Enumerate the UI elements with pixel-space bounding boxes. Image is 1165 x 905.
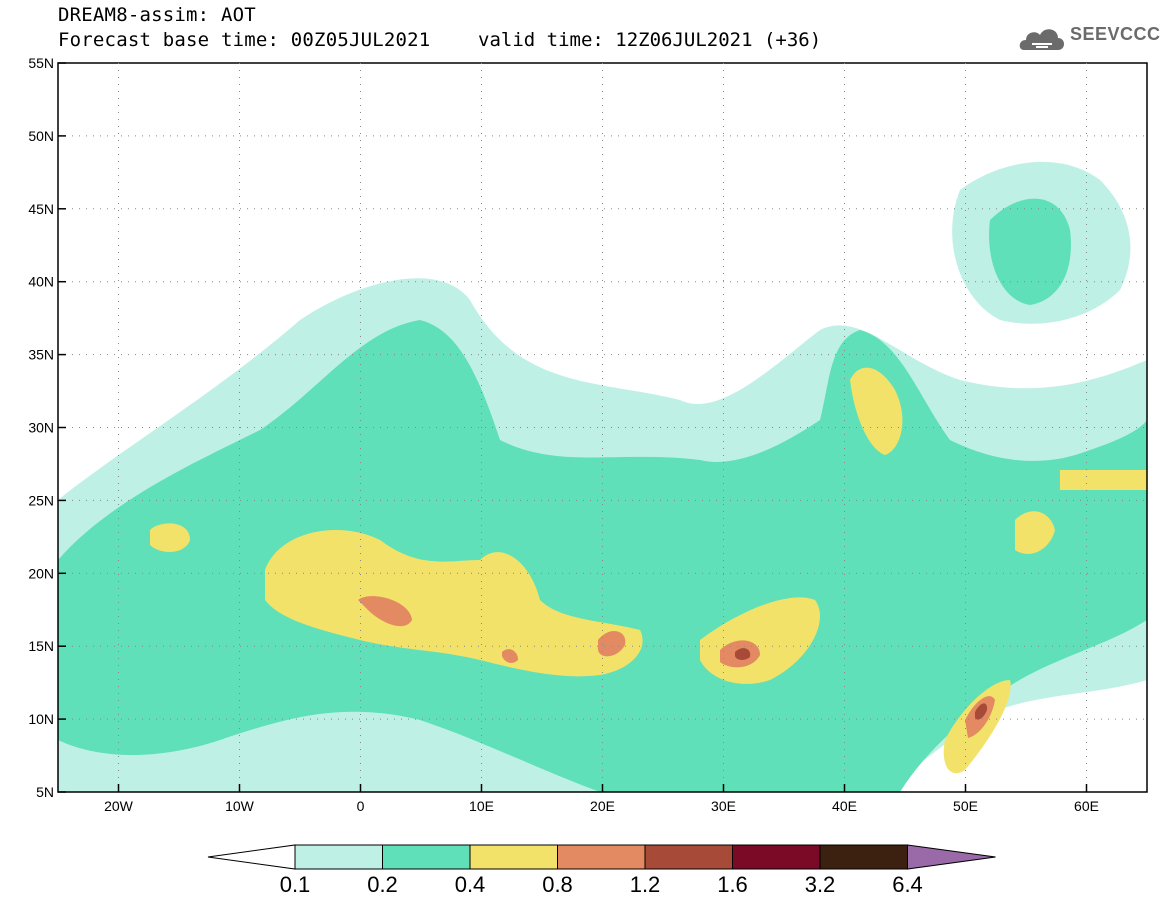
aot-field [58,161,1147,792]
colorbar-label: 6.4 [892,872,923,897]
lon-axis: 20W 10W 0 10E 20E 30E 40E 50E 60E [104,784,1099,814]
lat-tick-label: 15N [28,638,54,654]
colorbar-segment [819,844,908,870]
colorbar-label: 1.2 [629,872,661,897]
aot-band-0.8 [358,596,412,627]
colorbar-segment [644,844,733,870]
lat-axis: 5N 10N 15N 20N 25N 30N 35N 40N 45N 50N 55N [28,55,66,800]
lat-tick-label: 55N [28,55,54,71]
valid-time: valid time: 12Z06JUL2021 (+36) [478,29,822,51]
seevccc-logo: SEEVCCC [1070,24,1161,44]
lon-tick-label: 0 [357,798,365,814]
lon-tick-label: 10E [469,798,494,814]
lat-tick-label: 25N [28,492,54,508]
colorbar-segment [469,844,558,870]
lon-tick-label: 10W [225,798,255,814]
colorbar-label: 0.4 [454,872,486,897]
colorbar-segment [294,844,383,870]
colorbar-label: 0.8 [542,872,573,897]
colorbar-label: 3.2 [804,872,836,897]
lon-tick-label: 40E [832,798,857,814]
colorbar-segment [557,844,646,870]
colorbar-arrow-low [207,844,296,870]
colorbar [207,844,996,870]
colorbar-label: 0.1 [279,872,311,897]
forecast-base-time: Forecast base time: 00Z05JUL2021 [58,29,431,51]
colorbar-label: 0.2 [367,872,398,897]
colorbar-arrow-high [907,844,996,870]
aot-band-0.4 [265,530,643,677]
lat-tick-label: 45N [28,201,54,217]
lat-tick-label: 35N [28,347,54,363]
lon-tick-label: 30E [711,798,736,814]
cloud-icon [1019,29,1064,50]
colorbar-label: 1.6 [717,872,748,897]
lon-tick-label: 20W [104,798,134,814]
colorbar-segment [732,844,821,870]
map-title: DREAM8-assim: AOT [58,4,256,26]
lat-tick-label: 40N [28,274,54,290]
lat-tick-label: 20N [28,565,54,581]
lon-tick-label: 60E [1074,798,1099,814]
aot-band-1.2 [735,648,751,660]
map-gridlines [58,63,1147,792]
lat-tick-label: 5N [36,784,54,800]
lat-tick-label: 50N [28,128,54,144]
lon-tick-label: 50E [953,798,978,814]
colorbar-segment [382,844,471,870]
lat-tick-label: 30N [28,420,54,436]
lat-tick-label: 10N [28,711,54,727]
lon-tick-label: 20E [590,798,615,814]
